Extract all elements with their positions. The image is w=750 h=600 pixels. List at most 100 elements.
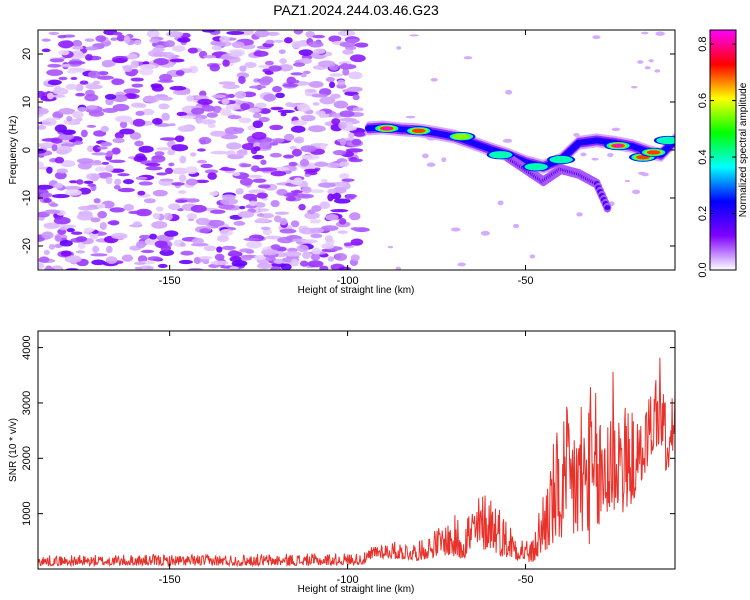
noise-blob (86, 105, 98, 110)
x-tick-label: -150 (159, 574, 181, 586)
noise-blob (258, 116, 270, 123)
noise-blob (265, 39, 275, 45)
noise-blob (190, 152, 197, 157)
noise-blob (147, 256, 162, 261)
noise-blob (159, 178, 174, 182)
noise-blob (200, 119, 217, 125)
noise-blob (318, 60, 336, 68)
noise-blob (248, 107, 261, 113)
noise-blob (171, 144, 189, 152)
noise-blob (338, 30, 356, 37)
noise-blob (307, 260, 324, 268)
noise-blob (286, 76, 297, 85)
noise-blob (255, 217, 270, 223)
noise-blob (291, 148, 303, 157)
noise-blob (178, 174, 187, 183)
noise-blob (220, 134, 239, 140)
noise-blob (296, 244, 309, 253)
noise-blob (268, 142, 279, 146)
noise-blob (236, 72, 250, 79)
noise-blob (107, 220, 120, 225)
noise-blob (43, 198, 52, 203)
noise-blob (130, 77, 144, 82)
noise-blob (253, 50, 269, 57)
noise-blob (198, 255, 213, 260)
noise-blob (256, 192, 268, 199)
noise-blob (211, 45, 223, 51)
noise-blob (200, 163, 213, 169)
noise-blob (186, 213, 198, 220)
noise-blob (240, 163, 252, 168)
noise-blob (59, 227, 67, 231)
noise-blob (66, 228, 75, 233)
noise-blob (152, 212, 160, 220)
noise-blob (80, 210, 93, 218)
noise-blob (240, 257, 252, 261)
noise-blob (135, 240, 147, 249)
noise-blob (102, 108, 119, 113)
noise-blob (334, 253, 348, 261)
noise-blob (231, 41, 245, 49)
noise-blob (308, 189, 325, 194)
noise-blob (48, 31, 60, 36)
noise-blob (158, 103, 170, 110)
noise-blob (87, 70, 101, 79)
colorbar-gradient (709, 29, 737, 271)
sparse-blob (450, 227, 461, 232)
noise-blob (154, 151, 165, 156)
sparse-blob (513, 223, 520, 229)
y-tick-label: 2000 (21, 446, 33, 470)
noise-blob (260, 226, 271, 231)
noise-blob (39, 142, 56, 149)
noise-blob (300, 73, 307, 78)
noise-blob (137, 190, 146, 196)
noise-blob (338, 218, 347, 225)
noise-blob (337, 79, 346, 86)
noise-blob (156, 147, 172, 151)
noise-blob (136, 176, 148, 180)
noise-blob (272, 166, 290, 172)
noise-blob (142, 95, 160, 103)
noise-blob (105, 256, 118, 265)
noise-blob (271, 138, 285, 143)
noise-blob (151, 221, 168, 229)
noise-blob (86, 82, 98, 90)
noise-blob (41, 48, 51, 53)
noise-blob (83, 227, 95, 233)
noise-blob (52, 94, 66, 98)
noise-blob (177, 37, 191, 43)
noise-blob (256, 167, 273, 172)
noise-blob (134, 266, 142, 270)
noise-blob (178, 190, 187, 195)
noise-blob (175, 70, 185, 76)
noise-blob (91, 152, 108, 156)
noise-blob (128, 210, 146, 215)
noise-blob (229, 50, 243, 58)
noise-blob (58, 108, 76, 115)
noise-blob (305, 30, 315, 38)
noise-blob (308, 125, 326, 133)
noise-blob (278, 49, 286, 54)
noise-blob (280, 112, 287, 117)
noise-blob (320, 178, 328, 183)
noise-blob (345, 148, 364, 153)
noise-blob (275, 211, 290, 215)
noise-blob (171, 167, 189, 175)
noise-blob (58, 49, 70, 56)
noise-blob (185, 198, 200, 203)
noise-blob (149, 233, 158, 240)
sparse-blob (505, 89, 513, 95)
noise-blob (231, 260, 248, 267)
noise-blob (141, 249, 155, 254)
noise-blob (248, 174, 263, 178)
noise-blob (161, 51, 175, 58)
noise-blob (291, 40, 302, 49)
sparse-blob (387, 245, 394, 249)
noise-blob (40, 192, 53, 198)
noise-blob (219, 35, 230, 43)
figure-title: PAZ1.2024.244.03.46.G23 (273, 2, 439, 18)
noise-blob (134, 140, 144, 147)
noise-blob (49, 203, 59, 207)
noise-blob (38, 125, 47, 130)
